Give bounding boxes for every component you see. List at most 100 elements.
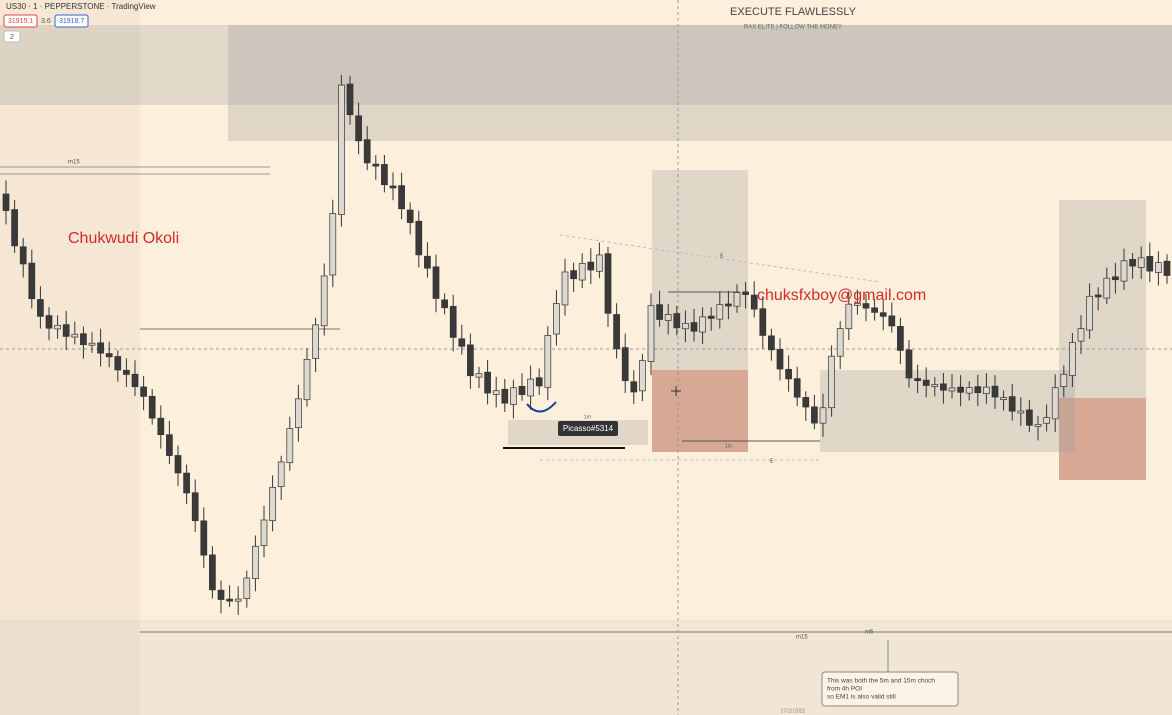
candle <box>1008 396 1016 412</box>
level-label: £ <box>720 254 724 260</box>
candle <box>1060 373 1068 387</box>
candle <box>329 213 337 276</box>
buy-button[interactable] <box>54 14 89 28</box>
candle <box>750 294 758 310</box>
candle <box>191 492 199 521</box>
candle <box>1043 417 1050 424</box>
candle <box>983 386 990 394</box>
candle <box>716 304 724 320</box>
candle <box>320 275 328 327</box>
candle <box>621 347 629 381</box>
ask[interactable]: 31918.7 <box>59 18 84 25</box>
candle <box>725 303 732 307</box>
candle <box>166 434 173 456</box>
candle <box>1137 257 1145 268</box>
candle <box>587 261 595 271</box>
zone <box>652 170 748 370</box>
candle <box>854 302 861 306</box>
candle <box>905 349 913 379</box>
candle <box>759 308 767 336</box>
candle <box>535 377 543 387</box>
candle <box>243 577 251 599</box>
candle <box>97 342 104 354</box>
candle <box>974 386 982 394</box>
candle <box>2 193 10 211</box>
candle <box>510 387 517 405</box>
candle <box>484 371 491 394</box>
level-label: m15 <box>796 635 808 641</box>
candle <box>1163 260 1171 276</box>
candle <box>630 381 638 393</box>
candle <box>217 589 225 600</box>
candle <box>45 315 53 329</box>
candle <box>1094 294 1102 298</box>
candle <box>372 163 380 167</box>
candle <box>406 209 414 223</box>
candle <box>553 303 560 335</box>
candle <box>209 554 216 591</box>
candles <box>2 74 1171 615</box>
candle <box>415 220 423 256</box>
candle <box>260 519 268 546</box>
candle <box>1112 276 1119 281</box>
candle <box>1146 256 1154 272</box>
tag: Picasso#5314 <box>563 424 614 433</box>
candle <box>836 328 844 357</box>
banner-subtitle: RAX ELITE | FOLLOW THE MONEY <box>744 25 842 31</box>
candle <box>613 314 620 350</box>
toggle-label[interactable]: 2 <box>10 34 14 41</box>
candle <box>888 315 896 327</box>
candle <box>561 271 569 306</box>
candle <box>656 304 663 320</box>
candle <box>922 379 930 386</box>
candle <box>1086 295 1093 331</box>
candle <box>931 384 939 387</box>
candle <box>398 185 405 210</box>
candle <box>183 472 190 494</box>
candle <box>71 333 79 338</box>
candle <box>768 335 775 351</box>
candle <box>544 335 552 388</box>
sell-button[interactable] <box>3 14 38 28</box>
candle <box>88 342 96 346</box>
tag-box <box>558 421 618 436</box>
level-label: 1m <box>584 414 591 420</box>
candle <box>1129 259 1136 267</box>
candle <box>80 333 87 346</box>
candle <box>897 326 904 351</box>
drawing <box>526 401 557 413</box>
candle <box>62 324 70 337</box>
level-label: 1m <box>725 443 732 449</box>
candle <box>389 185 397 189</box>
candle <box>673 313 681 329</box>
candle <box>527 378 534 397</box>
candle <box>269 486 276 522</box>
candle <box>1077 328 1085 342</box>
toggle[interactable] <box>3 30 21 43</box>
candle <box>277 461 285 487</box>
zone <box>0 620 1172 715</box>
candle <box>28 262 36 300</box>
bid[interactable]: 31915.1 <box>8 18 33 25</box>
candle <box>699 316 706 333</box>
note-box <box>821 671 959 707</box>
candle <box>114 356 122 371</box>
candle <box>570 270 577 280</box>
candle <box>148 395 156 419</box>
candle <box>123 369 130 375</box>
candle <box>200 520 208 556</box>
candle <box>1155 262 1162 273</box>
candle <box>226 598 233 602</box>
candle <box>879 312 887 317</box>
candle <box>639 360 646 392</box>
candle <box>286 428 294 464</box>
candle <box>1069 342 1076 376</box>
candle <box>862 303 870 309</box>
date: 27/11/2022 <box>781 708 806 714</box>
candle <box>11 209 18 247</box>
candle <box>596 254 603 272</box>
zone <box>652 370 748 452</box>
candle <box>157 417 165 436</box>
